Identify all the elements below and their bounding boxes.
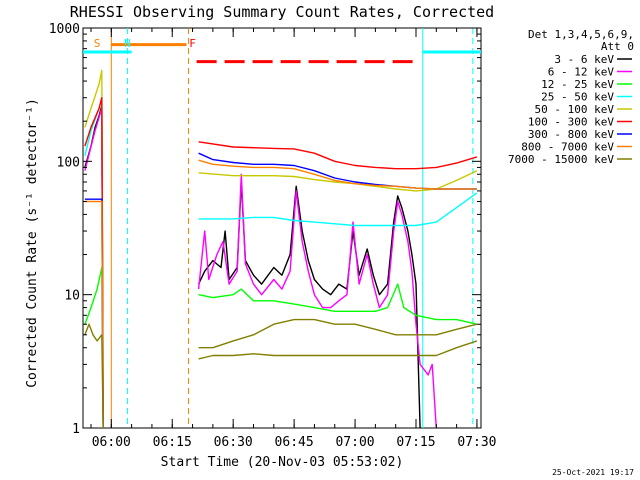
legend-header: Att 0 [601,40,634,53]
series-line-800-7000-kev-kev [198,159,477,190]
x-tick-label: 07:30 [457,435,496,450]
x-tick-label: 07:00 [335,435,374,450]
series-line-12-25-kev-kev [198,283,478,325]
footer-timestamp: 25-Oct-2021 19:17 [552,468,634,477]
x-axis-label: Start Time (20-Nov-03 05:53:02) [161,455,404,470]
series-line-7000-15000-kev-kev [198,318,478,349]
state-flag-s: S [94,37,101,50]
legend-entry-label: 6 - 12 keV [548,66,615,79]
x-tick-label: 06:00 [92,435,131,450]
x-tick-label: 06:30 [214,435,253,450]
legend-entry-label: 12 - 25 keV [541,78,614,91]
series-line-100-300-kev-kev [198,141,478,170]
legend-header: Det 1,3,4,5,6,9, [528,28,634,41]
series-line-3-6-kev-kev [197,181,421,428]
x-tick-label: 06:15 [153,435,192,450]
chart-title: RHESSI Observing Summary Count Rates, Co… [70,3,494,21]
legend-entry-label: 800 - 7000 keV [521,141,614,154]
plot-frame [82,27,482,429]
legend-entry-label: 3 - 6 keV [554,53,614,66]
legend-entry-label: 50 - 100 keV [535,103,615,116]
series-line-25-50-kev-kev [198,192,478,227]
series-line-7000-15000-kev-kev [84,323,104,428]
legend-entry-label: 300 - 800 keV [528,128,614,141]
x-axis: 06:00 06:15 06:30 06:45 07:00 07:15 07:30 [90,28,497,450]
series-line-6-12-kev-kev [197,173,437,428]
state-flag-f: F [189,37,196,50]
x-tick-label: 06:45 [275,435,314,450]
y-tick-label: 10 [64,289,80,304]
series-line-7000-15000-kev-kev [198,340,478,360]
y-tick-label: 100 [57,155,80,170]
state-flag-n: N [124,37,131,50]
y-tick-label: 1 [72,422,80,437]
y-axis-label: Corrected Count Rate (s⁻¹ detector⁻¹) [25,98,40,388]
y-tick-label: 1000 [49,22,80,37]
legend-entry-label: 7000 - 15000 keV [508,153,614,166]
y-axis: 1 10 100 1000 [49,22,481,437]
x-tick-label: 07:15 [396,435,435,450]
legend-entry-label: 25 - 50 keV [541,91,614,104]
legend-entry-label: 100 - 300 keV [528,116,614,129]
